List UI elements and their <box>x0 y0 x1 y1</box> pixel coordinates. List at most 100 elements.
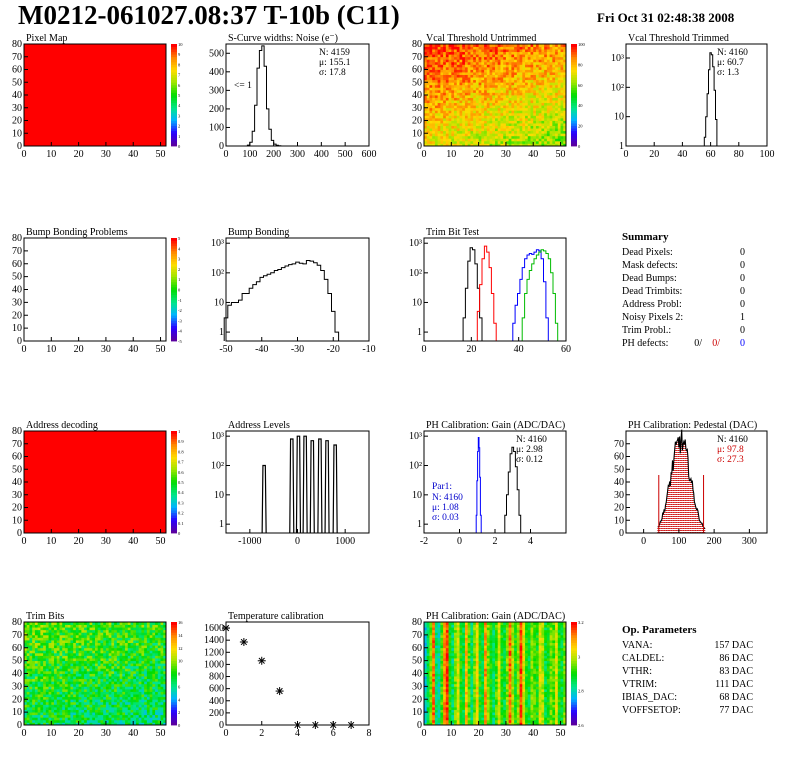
y-tick-label: 60 <box>412 65 422 76</box>
page-title: M0212-061027.08:37 T-10b (C11) <box>18 0 400 30</box>
palette-label: 5 <box>178 93 181 98</box>
y-tick-label: 1000 <box>204 659 224 670</box>
chart-temperature-calibration: Temperature calibration 0 2 4 6 8 020040060080… <box>204 611 372 739</box>
palette-label: -2 <box>178 308 182 313</box>
y-tick-label: 70 <box>412 630 422 641</box>
op-parameters-title: Op. Parameters <box>622 624 697 636</box>
x-tick-label: 0 <box>624 149 629 160</box>
palette-label: -4 <box>178 329 182 334</box>
x-tick-label: 10 <box>46 344 56 355</box>
x-tick-label: 50 <box>156 536 166 547</box>
y-tick-label: 10 <box>412 707 422 718</box>
chart-vcal-trimmed: Vcal Threshold Trimmed 0 20 40 60 80 100 1 10 10²… <box>611 33 775 160</box>
color-palette: 0 1 2 3 4 5 6 7 8 9 10 <box>171 42 183 149</box>
y-tick-label: 60 <box>12 452 22 463</box>
palette-label: -3 <box>178 318 182 323</box>
palette-label: 12 <box>178 646 183 651</box>
palette-label: 9 <box>178 52 181 57</box>
x-tick-label: 40 <box>528 149 538 160</box>
summary-value: 0 <box>740 286 745 297</box>
chart-trim-bit-test: Trim Bit Test 0 20 40 60 1 10 10² 10³ <box>409 227 571 355</box>
y-tick-label: 50 <box>12 77 22 88</box>
pedestal-histogram <box>657 429 706 533</box>
x-tick-label: 100 <box>760 149 775 160</box>
x-tick-label: 30 <box>101 728 111 739</box>
x-tick-label: 20 <box>74 344 84 355</box>
palette-label: 4 <box>178 697 181 702</box>
op-parameter-label: VTRIM: <box>622 679 657 690</box>
color-palette: 2.6 2.8 3 3.2 <box>571 620 584 728</box>
op-parameter-label: VANA: <box>622 640 652 651</box>
x-tick-label: -30 <box>291 344 304 355</box>
x-tick-label: 40 <box>528 728 538 739</box>
y-tick-label: 10³ <box>409 238 422 249</box>
y-tick-label: 70 <box>412 52 422 63</box>
palette-label: 10 <box>178 42 183 47</box>
y-tick-label: 60 <box>12 643 22 654</box>
palette-label: 16 <box>178 620 183 625</box>
x-tick-label: 0 <box>22 536 27 547</box>
palette-label: 20 <box>578 124 583 129</box>
y-tick-label: 0 <box>17 720 22 731</box>
y-tick-label: 30 <box>12 490 22 501</box>
y-tick-label: 10² <box>409 268 422 279</box>
y-tick-label: 60 <box>412 643 422 654</box>
y-tick-label: 1200 <box>204 647 224 658</box>
plot-frame <box>225 621 370 726</box>
palette-label: 0.4 <box>178 490 184 495</box>
x-tick-label: 20 <box>474 728 484 739</box>
x-tick-label: 60 <box>561 344 571 355</box>
y-tick-label: 30 <box>12 297 22 308</box>
chart-title: Address Levels <box>228 420 290 431</box>
x-tick-label: 300 <box>290 149 305 160</box>
y-tick-label: 0 <box>17 528 22 539</box>
x-tick-label: 0 <box>224 728 229 739</box>
y-tick-label: 200 <box>209 104 224 115</box>
y-tick-label: 10 <box>412 490 422 501</box>
op-parameter-value: 157 DAC <box>714 640 753 651</box>
y-tick-label: 10² <box>611 82 624 93</box>
y-tick-label: 30 <box>12 681 22 692</box>
y-tick-label: 40 <box>412 90 422 101</box>
op-parameter-value: 111 DAC <box>715 679 753 690</box>
palette-label: 2 <box>178 267 180 272</box>
palette-label: 5 <box>178 236 181 241</box>
x-tick-label: 30 <box>101 344 111 355</box>
y-tick-label: 70 <box>12 246 22 257</box>
palette-label: 0.7 <box>178 460 184 465</box>
address-peak <box>324 440 330 534</box>
chart-title: Trim Bit Test <box>426 227 479 238</box>
y-tick-label: 1 <box>417 519 422 530</box>
y-tick-label: 10² <box>409 461 422 472</box>
heatmap-cells <box>24 622 167 726</box>
palette-label: 2 <box>178 124 180 129</box>
stats-entry: μ: 2.98 <box>516 445 543 455</box>
histogram-series <box>504 446 522 533</box>
x-tick-label: 20 <box>74 728 84 739</box>
histogram-series <box>223 260 343 342</box>
address-peak <box>332 444 338 534</box>
plot-frame <box>625 43 768 147</box>
summary-value: 0 <box>740 247 745 258</box>
y-tick-label: 1600 <box>204 623 224 634</box>
y-tick-label: 80 <box>412 617 422 628</box>
y-tick-label: 10 <box>614 112 624 123</box>
y-tick-label: 10³ <box>611 53 624 64</box>
y-tick-label: 60 <box>12 65 22 76</box>
chart-ph-pedestal: PH Calibration: Pedestal (DAC)0 100 200 300… <box>614 420 768 547</box>
op-parameter-label: IBIAS_DAC: <box>622 692 677 703</box>
y-tick-label: 20 <box>12 310 22 321</box>
stats-entry: N: 4160 <box>516 435 547 445</box>
date-stamp: Fri Oct 31 02:48:38 2008 <box>597 10 735 25</box>
palette-label: 60 <box>578 83 583 88</box>
y-tick-label: 50 <box>614 464 624 475</box>
x-tick-label: 60 <box>706 149 716 160</box>
plot-frame <box>625 430 768 534</box>
x-tick-label: 0 <box>224 149 229 160</box>
palette-label: 0.9 <box>178 439 184 444</box>
x-tick-label: 10 <box>446 728 456 739</box>
y-tick-label: 300 <box>209 85 224 96</box>
stats-entry: N: 4160 <box>717 48 748 58</box>
